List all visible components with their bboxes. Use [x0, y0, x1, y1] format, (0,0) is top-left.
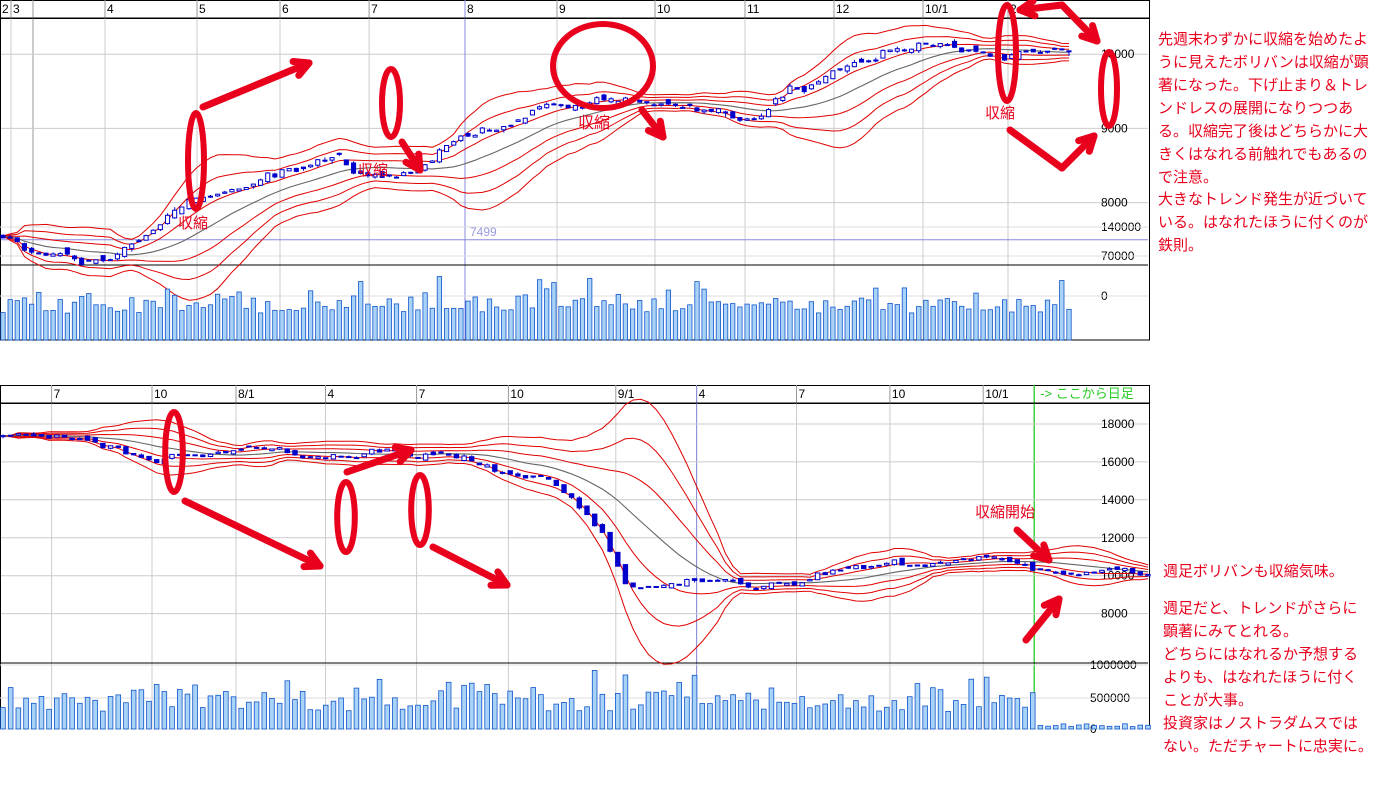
svg-text:収縮開始: 収縮開始: [975, 504, 1035, 521]
svg-text:収縮: 収縮: [578, 114, 610, 132]
svg-text:収縮: 収縮: [985, 105, 1015, 122]
svg-text:収縮: 収縮: [178, 215, 208, 232]
svg-text:収縮: 収縮: [358, 162, 388, 179]
